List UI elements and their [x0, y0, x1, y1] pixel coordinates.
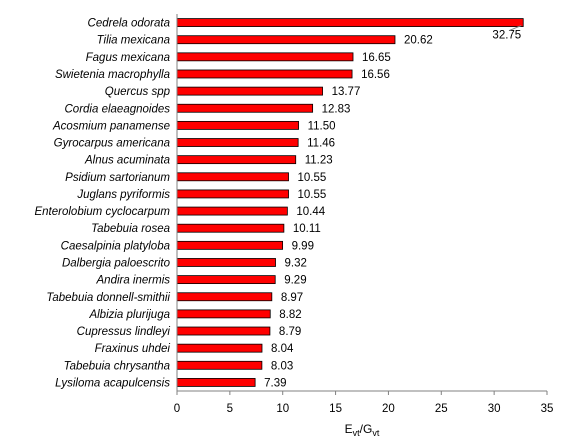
category-label: Fagus mexicana	[86, 52, 170, 64]
value-label: 12.83	[322, 103, 351, 115]
value-label: 8.04	[271, 343, 294, 355]
category-label: Quercus spp	[105, 86, 171, 98]
x-tick-label: 35	[541, 403, 554, 415]
x-tick-label: 15	[329, 403, 342, 415]
category-label: Andira inermis	[96, 275, 171, 287]
bar	[176, 18, 524, 27]
category-label: Enterolobium cyclocarpum	[34, 206, 170, 218]
bars-group	[176, 18, 524, 387]
value-label: 8.79	[279, 326, 301, 338]
x-ticks: 0 5 10 15 20 25 30 35	[174, 391, 554, 415]
bar	[176, 223, 285, 233]
category-label: Psidium sartorianum	[65, 172, 170, 184]
category-labels: Cedrela odorata Tilia mexicana Fagus mexic…	[34, 18, 170, 390]
category-label: Tabebuia rosea	[91, 223, 170, 235]
category-label: Lysiloma acapulcensis	[55, 377, 170, 389]
value-label: 13.77	[332, 86, 361, 98]
category-label: Juglans pyriformis	[76, 189, 170, 201]
bar	[176, 155, 297, 165]
value-label: 8.97	[281, 292, 303, 304]
bar	[176, 343, 263, 353]
value-label: 9.29	[284, 275, 306, 287]
value-label: 9.99	[292, 240, 314, 252]
value-label: 10.44	[296, 206, 325, 218]
category-label: Caesalpinia platyloba	[61, 240, 170, 252]
x-axis-title-sub2: vt	[372, 428, 380, 438]
bar	[176, 86, 323, 96]
value-label: 9.32	[285, 257, 307, 269]
leader-line	[509, 25, 522, 32]
x-tick-label: 0	[174, 403, 180, 415]
bar	[176, 103, 314, 113]
bar	[176, 120, 299, 130]
x-tick-label: 20	[382, 403, 395, 415]
bar	[176, 326, 271, 336]
bar	[176, 240, 284, 250]
bar	[176, 360, 263, 370]
value-label: 11.50	[308, 120, 336, 132]
value-label: 16.56	[361, 69, 390, 81]
x-tick-label: 25	[435, 403, 448, 415]
value-label: 8.03	[271, 360, 293, 372]
category-label: Tabebuia chrysantha	[64, 360, 170, 372]
value-label: 11.23	[305, 155, 333, 167]
value-label: 10.55	[298, 172, 327, 184]
x-tick-label: 10	[276, 403, 289, 415]
bar	[176, 52, 354, 62]
x-axis-title-mid: /G	[360, 422, 373, 436]
value-label: 7.39	[264, 377, 286, 389]
bar	[176, 292, 273, 302]
category-label: Swietenia macrophylla	[55, 69, 170, 81]
category-label: Alnus acuminata	[84, 155, 170, 167]
value-label: 32.75	[492, 30, 521, 42]
bar	[176, 309, 271, 319]
value-label: 10.55	[298, 189, 327, 201]
value-label: 20.62	[404, 35, 433, 47]
category-label: Albizia plurijuga	[88, 309, 170, 321]
x-tick-label: 30	[488, 403, 501, 415]
category-label: Tilia mexicana	[97, 35, 170, 47]
bar	[176, 206, 288, 216]
bar	[176, 378, 256, 387]
x-axis-title-main: E	[345, 422, 353, 436]
bar	[176, 35, 396, 45]
x-axis-title-sub1: vt	[353, 428, 361, 438]
bar	[176, 172, 289, 182]
bar	[176, 258, 276, 267]
bar	[176, 138, 299, 147]
value-label: 11.46	[307, 138, 335, 150]
category-label: Cedrela odorata	[88, 18, 170, 30]
bar	[176, 69, 353, 79]
x-axis-title: Evt/Gvt	[345, 422, 380, 438]
value-label: 16.65	[362, 52, 391, 64]
category-label: Acosmium panamense	[52, 120, 170, 132]
value-label: 10.11	[293, 223, 321, 235]
bar	[176, 189, 289, 199]
category-label: Gyrocarpus americana	[54, 138, 170, 150]
category-label: Cordia elaeagnoides	[65, 103, 171, 115]
category-label: Tabebuia donnell-smithii	[46, 292, 170, 304]
category-label: Dalbergia paloescrito	[62, 257, 171, 269]
category-label: Cupressus lindleyi	[77, 326, 171, 338]
value-label: 8.82	[279, 309, 301, 321]
x-tick-label: 5	[227, 403, 233, 415]
category-label: Fraxinus uhdei	[95, 343, 171, 355]
bar	[176, 275, 276, 285]
